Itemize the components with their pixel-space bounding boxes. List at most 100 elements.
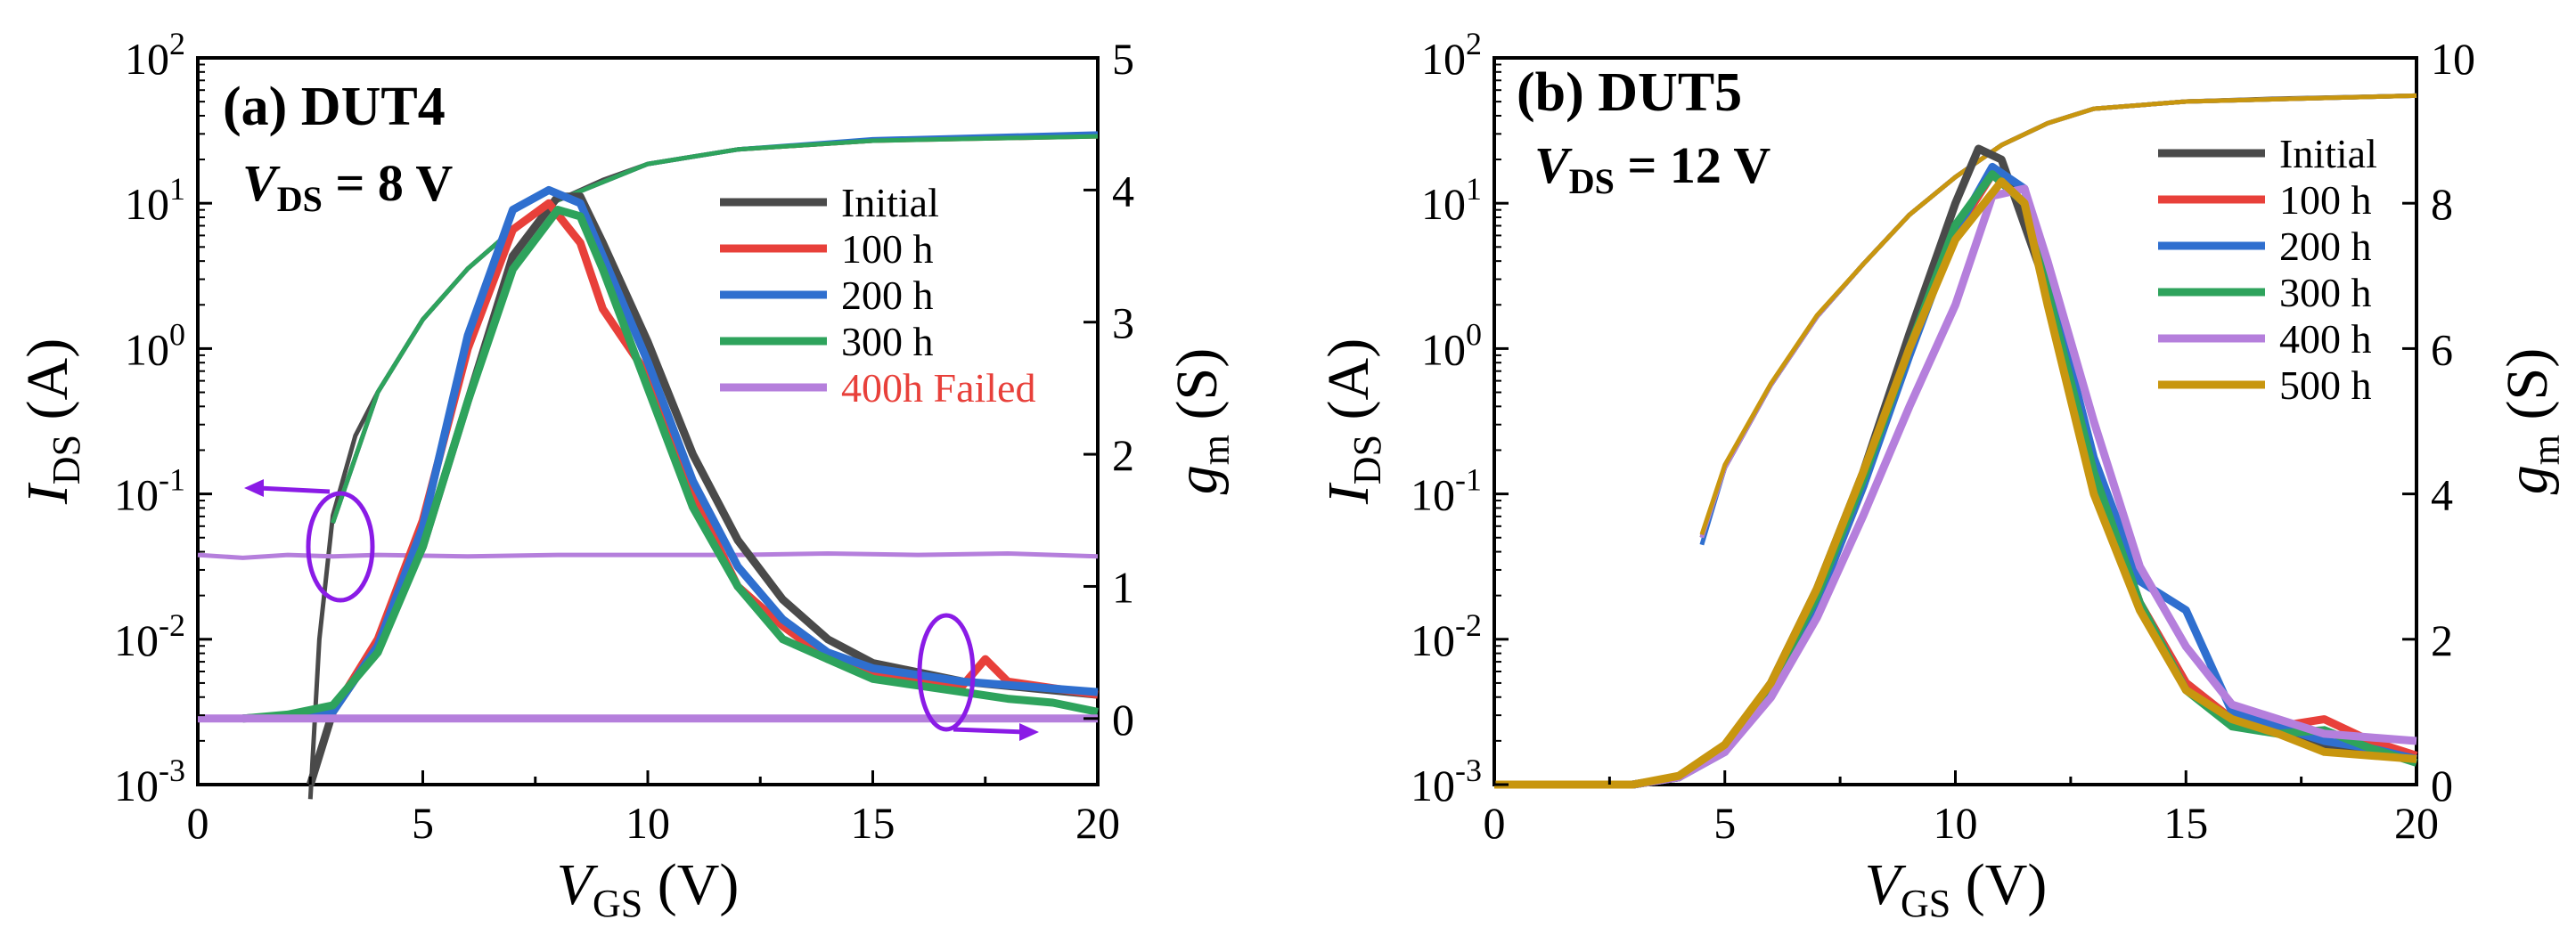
y-right-axis-label: gm (S) bbox=[2495, 348, 2568, 494]
y-left-tick-label: 10-1 bbox=[114, 462, 185, 520]
legend-label: Initial bbox=[841, 180, 939, 225]
vds-label: VDS = 8 V bbox=[242, 154, 453, 219]
y-right-tick-label: 0 bbox=[2431, 761, 2453, 810]
legend-label: 400 h bbox=[2279, 316, 2372, 362]
x-axis-label-unit: (V) bbox=[642, 852, 739, 917]
annotation-ellipse-left bbox=[306, 491, 375, 603]
y-right-tick-label: 6 bbox=[2431, 324, 2453, 374]
vds-label-main: V bbox=[242, 154, 281, 212]
y-left-tick-label: 100 bbox=[1421, 316, 1482, 374]
y-right-tick-label: 5 bbox=[1112, 34, 1134, 84]
legend-label: 400h Failed bbox=[841, 365, 1035, 411]
annotation-arrowhead-left bbox=[244, 479, 264, 497]
gm-curve-4 bbox=[1494, 184, 2417, 789]
y-right-axis-label-sub: m bbox=[2524, 435, 2568, 465]
y-left-tick-label: 10-2 bbox=[1411, 607, 1482, 665]
series-layer bbox=[1494, 93, 2418, 789]
y-left-tick-label: 102 bbox=[1421, 26, 1482, 84]
ticks-layer: 0 5 10 15 20 10-3 10-2 10-1 100 101 102 0 2 4 6 8 10 bbox=[1411, 26, 2475, 848]
vds-label-value: = 12 V bbox=[1615, 136, 1771, 194]
legend-label: 200 h bbox=[841, 273, 934, 318]
x-tick-label: 0 bbox=[187, 798, 209, 848]
gm-curve-5 bbox=[1494, 177, 2417, 789]
y-right-tick-label: 1 bbox=[1112, 562, 1134, 612]
y-left-tick-label: 10-3 bbox=[114, 753, 185, 810]
x-tick-label: 0 bbox=[1484, 798, 1506, 848]
vds-label: VDS = 12 V bbox=[1534, 136, 1770, 201]
x-axis-label-sub: GS bbox=[1901, 882, 1950, 925]
y-left-tick-label: 102 bbox=[125, 26, 185, 84]
x-axis-label: VGS (V) bbox=[1865, 852, 2048, 925]
y-left-axis-label: IDS (A) bbox=[15, 338, 88, 505]
y-right-axis-label: gm (S) bbox=[1165, 348, 1238, 494]
y-right-tick-label: 10 bbox=[2431, 34, 2475, 84]
y-right-axis-label-unit: (S) bbox=[1165, 348, 1230, 435]
x-tick-label: 5 bbox=[1713, 798, 1736, 848]
y-right-tick-label: 3 bbox=[1112, 298, 1134, 348]
y-left-axis-label: IDS (A) bbox=[1316, 338, 1389, 505]
annotation-arrow-right bbox=[953, 727, 1026, 735]
y-left-tick-label: 10-2 bbox=[114, 607, 185, 665]
gm-curve-2 bbox=[1494, 162, 2418, 789]
y-right-tick-label: 2 bbox=[2431, 615, 2453, 665]
x-tick-label: 15 bbox=[2163, 798, 2208, 848]
y-left-axis-label-unit: (A) bbox=[1316, 338, 1381, 435]
vds-label-sub: DS bbox=[1569, 161, 1615, 201]
y-left-axis-label-unit: (A) bbox=[15, 338, 80, 435]
vds-label-value: = 8 V bbox=[323, 154, 454, 212]
panel-a: 0 5 10 15 20 10-3 10-2 10-1 100 101 102 0 1 2 3 4 5 (a) … bbox=[15, 26, 1238, 925]
x-tick-label: 15 bbox=[851, 798, 895, 848]
x-axis-label-main: V bbox=[557, 852, 599, 917]
x-axis-label-sub: GS bbox=[593, 882, 642, 925]
y-left-tick-label: 101 bbox=[125, 171, 185, 229]
y-right-axis-label-sub: m bbox=[1194, 435, 1238, 465]
x-axis-label-unit: (V) bbox=[1950, 852, 2047, 917]
vds-label-sub: DS bbox=[277, 179, 323, 219]
legend-label: 100 h bbox=[2279, 177, 2372, 223]
legend-label: 100 h bbox=[841, 226, 934, 272]
gm-curve-3 bbox=[242, 206, 1099, 723]
y-right-axis-label-unit: (S) bbox=[2495, 348, 2560, 435]
ticks-layer: 0 5 10 15 20 10-3 10-2 10-1 100 101 102 0 1 2 3 4 5 bbox=[114, 26, 1134, 848]
panel-title: (a) DUT4 bbox=[223, 77, 446, 137]
y-right-tick-label: 0 bbox=[1112, 695, 1134, 745]
y-left-axis-label-main: I bbox=[15, 482, 80, 505]
legend-label: 300 h bbox=[841, 319, 934, 364]
vds-label-main: V bbox=[1534, 136, 1573, 194]
y-right-tick-label: 2 bbox=[1112, 430, 1134, 480]
y-left-tick-label: 10-3 bbox=[1411, 753, 1482, 810]
series-layer bbox=[197, 131, 1099, 800]
y-right-tick-label: 8 bbox=[2431, 179, 2453, 229]
x-axis-label-main: V bbox=[1865, 852, 1907, 917]
y-left-tick-label: 10-1 bbox=[1411, 462, 1482, 520]
y-left-tick-label: 101 bbox=[1421, 171, 1482, 229]
legend-label: 300 h bbox=[2279, 270, 2372, 315]
ids-curve-0 bbox=[307, 133, 1099, 800]
y-left-axis-label-sub: DS bbox=[1345, 435, 1389, 484]
x-tick-label: 10 bbox=[1934, 798, 1978, 848]
panel-b: 0 5 10 15 20 10-3 10-2 10-1 100 101 102 0 2 4 6 8 10 (b)… bbox=[1316, 26, 2568, 925]
y-left-tick-label: 100 bbox=[125, 316, 185, 374]
x-tick-label: 20 bbox=[1075, 798, 1120, 848]
gm-curve-1 bbox=[1494, 170, 2418, 789]
panel-title: (b) DUT5 bbox=[1517, 62, 1742, 123]
x-tick-label: 10 bbox=[626, 798, 670, 848]
gm-curve-3 bbox=[1494, 170, 2418, 789]
x-axis-label: VGS (V) bbox=[557, 852, 740, 925]
x-tick-label: 5 bbox=[412, 798, 434, 848]
y-right-tick-label: 4 bbox=[1112, 166, 1134, 216]
y-left-axis-label-sub: DS bbox=[45, 435, 88, 484]
legend-label: Initial bbox=[2279, 131, 2377, 176]
annotation-arrow-left bbox=[258, 485, 331, 494]
y-right-tick-label: 4 bbox=[2431, 470, 2453, 520]
annotation-ellipse-right bbox=[917, 613, 976, 732]
y-right-axis-label-main: g bbox=[2495, 465, 2560, 494]
legend-label: 500 h bbox=[2279, 362, 2372, 408]
annotation-arrowhead-right bbox=[1019, 723, 1039, 741]
legend-label: 200 h bbox=[2279, 224, 2372, 269]
x-tick-label: 20 bbox=[2394, 798, 2439, 848]
ids-curve-5 bbox=[1699, 93, 2417, 536]
